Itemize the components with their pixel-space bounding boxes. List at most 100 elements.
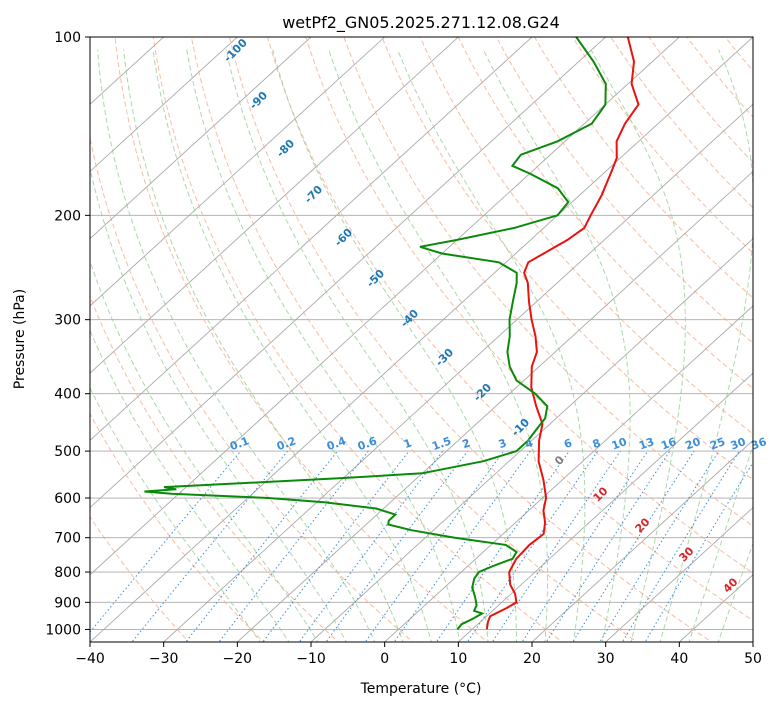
- mixing-ratio-line: [621, 450, 740, 642]
- y-tick-label: 600: [54, 491, 81, 507]
- dry-adiabat-line: [305, 37, 753, 574]
- plot-frame: [89, 36, 754, 643]
- mixing-ratio-line: [491, 450, 621, 642]
- y-tick-label: 100: [54, 30, 81, 46]
- dry-adiabat-line: [381, 37, 753, 481]
- y-tick-label: 800: [54, 565, 81, 581]
- mixing-ratio-label: 16: [659, 435, 678, 453]
- y-tick-label: 1000: [45, 622, 81, 638]
- moist-adiabat-line: [152, 49, 432, 642]
- temperature-profile-line: [485, 37, 640, 630]
- x-tick-label: 10: [449, 651, 467, 667]
- mixing-ratio-line: [364, 450, 505, 642]
- x-axis-ticks: −40 −30 −20 −10 0 10 20 30 40 50: [75, 642, 762, 667]
- moist-adiabat-line: [90, 165, 347, 642]
- mixing-ratio-line: [599, 450, 720, 642]
- isotherm-line: [90, 37, 753, 642]
- moist-adiabat-line: [90, 328, 290, 642]
- mixing-ratio-label: 0.2: [275, 434, 298, 453]
- isotherm-line: [90, 37, 681, 576]
- mixing-ratio-line: [435, 450, 570, 642]
- dry-adiabat-line: [610, 37, 753, 209]
- mixing-ratio-label: 2: [460, 436, 472, 451]
- dry-adiabat-line: [457, 37, 753, 389]
- x-tick-label: 40: [670, 651, 688, 667]
- dry-adiabat-line: [90, 134, 414, 642]
- x-tick-label: −30: [149, 651, 179, 667]
- isotherm-line: [90, 37, 239, 173]
- dry-adiabat-line: [267, 37, 753, 622]
- y-axis-label: Pressure (hPa): [12, 289, 28, 389]
- moist-adiabat-line: [688, 444, 753, 642]
- y-tick-label: 900: [54, 595, 81, 611]
- dry-adiabat-line: [419, 37, 753, 435]
- isotherm-line: [90, 37, 312, 240]
- background-lines: [90, 37, 753, 642]
- y-tick-label: 700: [54, 531, 81, 547]
- mixing-ratio-line: [572, 450, 695, 642]
- moist-adiabat-line: [186, 49, 461, 642]
- moist-adiabat-line: [328, 49, 549, 642]
- x-tick-label: 50: [744, 651, 762, 667]
- mixing-ratio-label: 6: [562, 436, 574, 451]
- dry-adiabat-line: [495, 37, 753, 344]
- moist-adiabat-line: [90, 387, 261, 642]
- moist-adiabat-line: [225, 49, 489, 642]
- mixing-ratio-label: 4: [523, 436, 535, 451]
- mixing-ratio-label: 10: [610, 435, 629, 453]
- isotherm-line: [236, 170, 753, 642]
- moist-adiabat-line: [123, 49, 404, 642]
- mixing-ratio-label: 1: [402, 436, 414, 451]
- moist-adiabat-line: [97, 49, 376, 642]
- isotherm-line: [457, 372, 753, 642]
- moist-adiabat-line: [659, 49, 753, 642]
- moist-adiabat-line: [590, 49, 686, 642]
- dry-adiabat-line: [572, 37, 753, 254]
- moist-adiabat-line: [482, 49, 631, 642]
- sounding-profiles: [144, 37, 640, 631]
- y-tick-label: 400: [54, 387, 81, 403]
- isotherm-line: [90, 37, 386, 307]
- isotherm-line: [90, 37, 607, 509]
- moist-adiabat-line: [397, 49, 586, 642]
- mixing-ratio-label: 3: [497, 436, 509, 451]
- mixing-ratio-line: [131, 450, 288, 642]
- isotherm-line: [162, 103, 753, 642]
- x-tick-label: −10: [296, 651, 326, 667]
- mixing-ratio-line: [393, 450, 531, 642]
- x-tick-label: 30: [597, 651, 615, 667]
- isotherm-line: [383, 305, 753, 642]
- chart-title: wetPf2_GN05.2025.271.12.08.G24: [282, 13, 560, 33]
- mixing-ratio-label: 20: [683, 435, 702, 453]
- mixing-ratio-line: [325, 450, 468, 642]
- mixing-ratio-line: [545, 450, 671, 642]
- x-tick-label: 0: [380, 651, 389, 667]
- dry-adiabat-line: [190, 37, 638, 642]
- isotherm-line: [604, 506, 753, 642]
- mixing-ratio-line: [466, 450, 599, 642]
- isotherm-line: [310, 238, 753, 642]
- mixing-ratio-label: 36: [749, 435, 768, 453]
- x-axis-label: Temperature (°C): [360, 681, 482, 697]
- mixing-ratio-label: 0.4: [325, 434, 348, 453]
- moist-adiabat-line: [717, 542, 753, 642]
- y-axis-ticks: 100 200 300 400 500 600 700 800 900 1000: [45, 30, 90, 638]
- mixing-ratio-label: 30: [729, 435, 748, 453]
- y-tick-label: 200: [54, 208, 81, 224]
- mixing-ratio-label: 0.6: [356, 434, 379, 453]
- x-tick-label: −20: [223, 651, 253, 667]
- mixing-ratio-label: 13: [637, 435, 656, 452]
- dry-adiabat-line: [90, 412, 265, 642]
- isotherm-line: [531, 439, 753, 642]
- mixing-ratio-label: 25: [708, 435, 727, 452]
- y-tick-label: 300: [54, 313, 81, 329]
- x-tick-label: 20: [523, 651, 541, 667]
- dewpoint-profile-line: [144, 37, 607, 631]
- y-tick-label: 500: [54, 444, 81, 460]
- x-tick-label: −40: [75, 651, 105, 667]
- dry-adiabat-line: [152, 37, 564, 642]
- mixing-ratio-label: 1.5: [430, 434, 453, 453]
- mixing-ratio-label: 0.1: [228, 434, 251, 453]
